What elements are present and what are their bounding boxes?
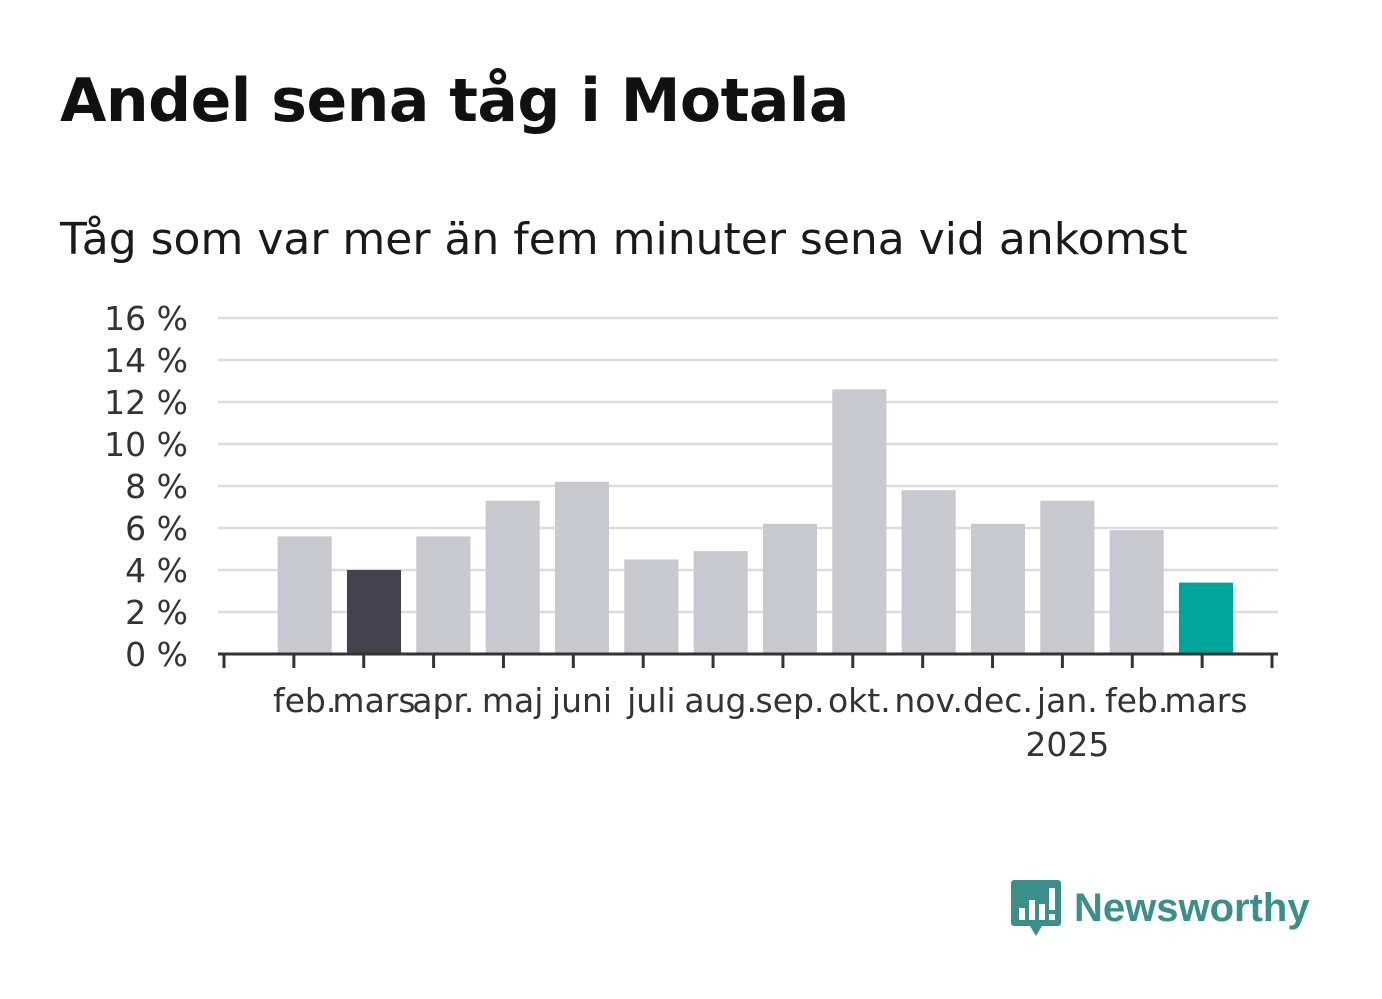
x-tick-label: mars — [332, 681, 415, 720]
bar — [1178, 582, 1234, 654]
y-tick-label: 14 % — [104, 341, 188, 380]
bar — [970, 523, 1026, 654]
bar — [346, 570, 402, 654]
x-tick-label: feb. — [1105, 681, 1168, 720]
y-tick-label: 10 % — [104, 425, 188, 464]
y-tick-label: 6 % — [125, 509, 188, 548]
chart-subtitle: Tåg som var mer än fem minuter sena vid … — [60, 214, 1188, 265]
bar — [832, 389, 887, 654]
bar — [901, 490, 956, 654]
x-tick-label: okt. — [828, 681, 891, 720]
x-tick-label: sep. — [756, 681, 825, 720]
bar — [485, 500, 540, 654]
x-year-label: 2025 — [1025, 725, 1109, 764]
y-tick-label: 4 % — [125, 551, 188, 590]
bar — [416, 536, 471, 654]
x-tick-label: feb. — [273, 681, 336, 720]
y-tick-label: 16 % — [104, 299, 188, 338]
bar — [1040, 500, 1095, 654]
x-tick-label: juli — [626, 681, 675, 720]
bar-chart: 0 %2 %4 %6 %8 %10 %12 %14 %16 %feb.marsa… — [104, 299, 1278, 764]
bar — [1109, 530, 1164, 654]
brand-name: Newsworthy — [1074, 885, 1310, 930]
bar — [693, 551, 748, 654]
bar — [762, 523, 818, 654]
y-tick-label: 0 % — [125, 635, 188, 674]
x-tick-label: maj — [482, 681, 544, 720]
brand-logo: Newsworthy — [1010, 878, 1310, 938]
x-tick-label: jan. — [1036, 681, 1098, 720]
chart-title: Andel sena tåg i Motala — [60, 66, 849, 136]
x-tick-label: nov. — [894, 681, 963, 720]
bar — [277, 536, 332, 654]
bar — [554, 481, 610, 654]
x-tick-label: dec. — [963, 681, 1033, 720]
bar — [624, 559, 679, 654]
x-tick-label: juni — [551, 681, 612, 720]
newsworthy-logo-icon — [1011, 880, 1061, 936]
x-tick-label: mars — [1164, 681, 1247, 720]
y-tick-label: 12 % — [104, 383, 188, 422]
y-tick-label: 8 % — [125, 467, 188, 506]
x-tick-label: aug. — [684, 681, 757, 720]
y-tick-label: 2 % — [125, 593, 188, 632]
x-tick-label: apr. — [412, 681, 474, 720]
